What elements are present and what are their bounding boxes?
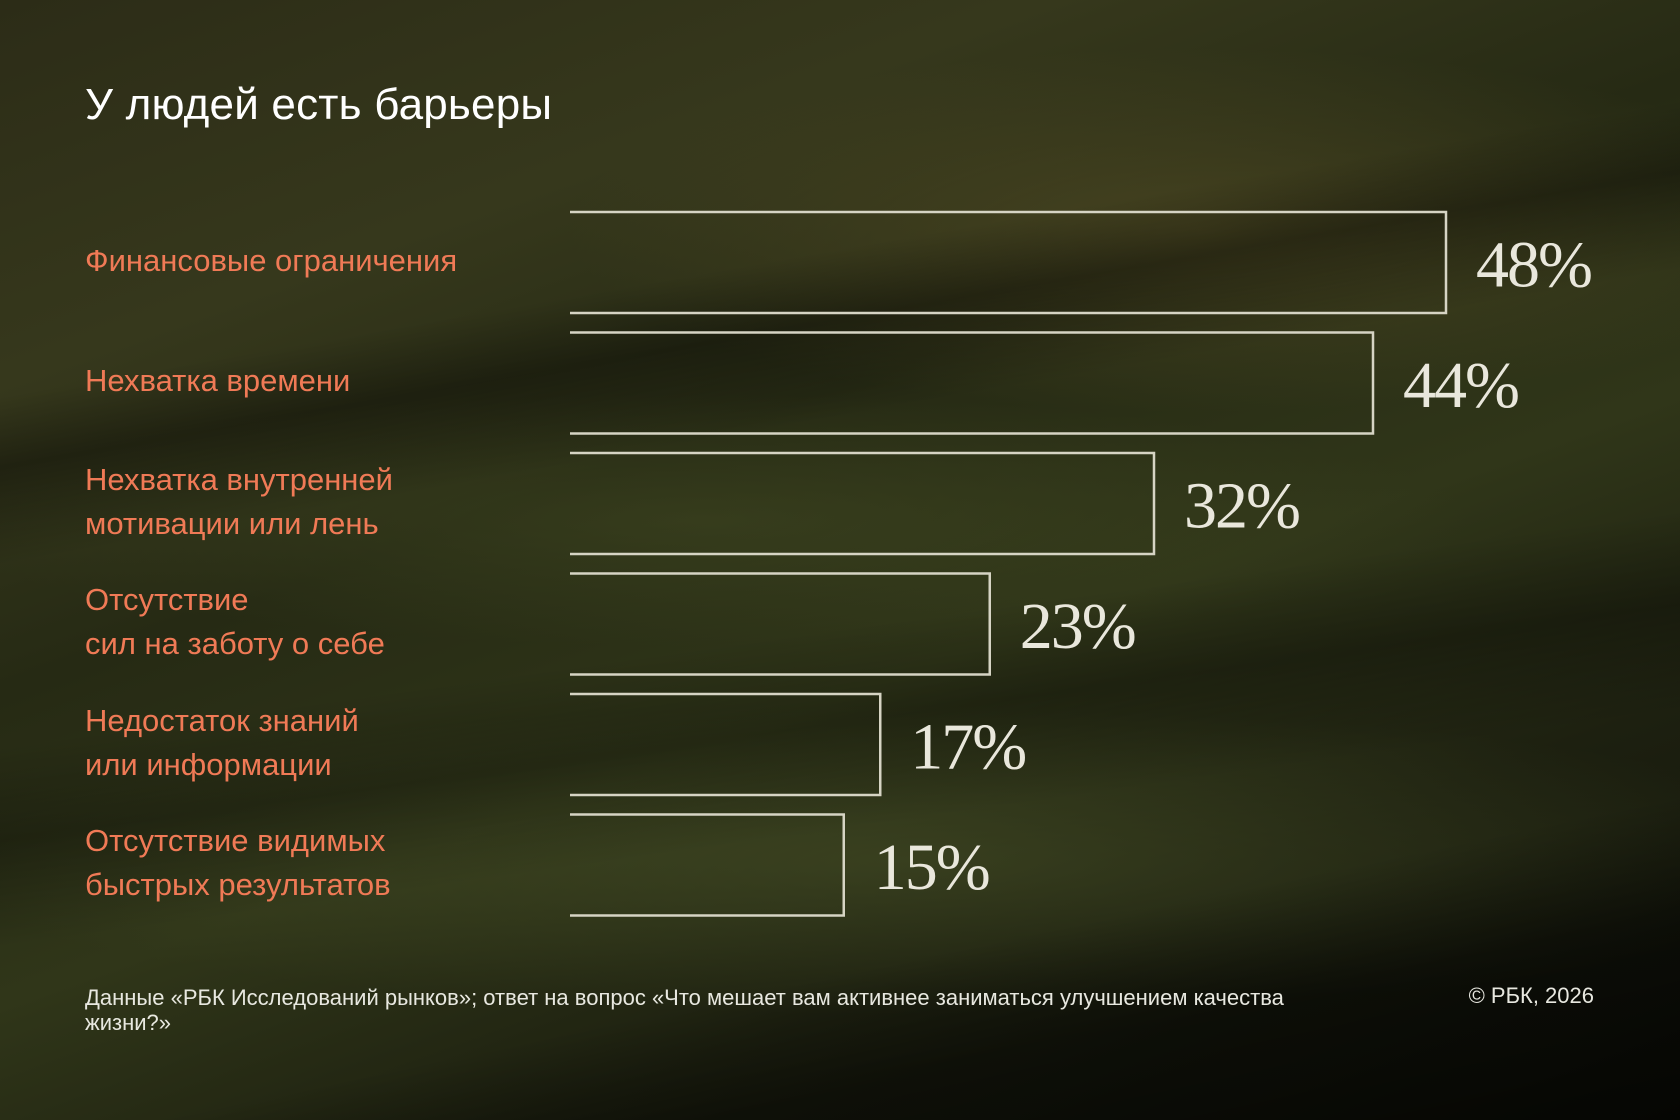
bar (570, 692, 882, 797)
value-label: 44% (1403, 349, 1518, 422)
bar (570, 331, 1375, 435)
bar (570, 451, 1156, 556)
value-label: 32% (1184, 470, 1299, 543)
category-labels: Финансовые ограничения Нехватка времени Не… (85, 0, 565, 1120)
category-label: Отсутствие видимых быстрых результатов (85, 823, 391, 902)
value-label: 48% (1476, 229, 1591, 302)
value-label: 15% (874, 831, 989, 904)
category-label: Недостаток знаний или информации (85, 702, 359, 782)
category-label: Нехватка времени (85, 363, 351, 398)
category-label: Нехватка внутренней мотивации или лень (85, 461, 393, 541)
chart-title: У людей есть барьеры (85, 80, 553, 129)
value-label: 17% (910, 711, 1025, 784)
source-footnote: Данные «РБК Исследований рынков»; ответ … (85, 985, 1284, 1035)
value-label: 23% (1020, 590, 1135, 663)
category-label: Отсутствие сил на заботу о себе (85, 582, 385, 661)
category-label: Финансовые ограничения (85, 242, 458, 278)
copyright: © РБК, 2026 (1468, 983, 1594, 1008)
bar (570, 210, 1448, 315)
bar (570, 572, 991, 676)
bar (570, 813, 845, 917)
